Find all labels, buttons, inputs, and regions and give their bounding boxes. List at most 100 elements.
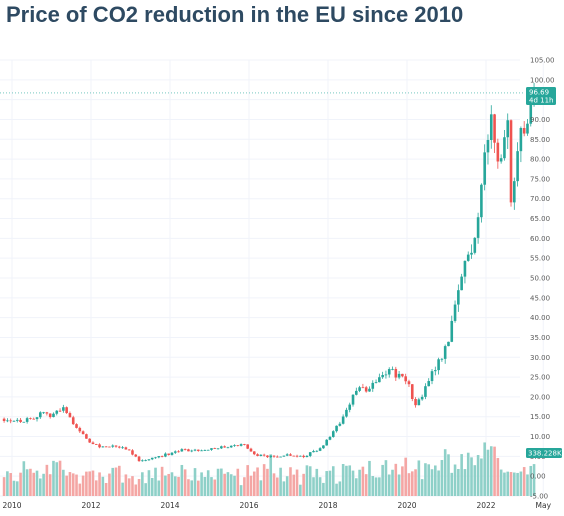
- volume-bar: [460, 454, 463, 496]
- x-tick-label: 2012: [81, 501, 100, 510]
- x-tick-label: 2016: [239, 501, 258, 510]
- volume-bar: [361, 466, 365, 496]
- volume-bar: [187, 479, 190, 496]
- volume-bar: [180, 464, 184, 496]
- candle-body: [210, 448, 213, 450]
- last-price-tag: 96.69 4d 11h: [526, 86, 556, 105]
- volume-bar: [493, 446, 496, 496]
- volume-bar: [463, 469, 467, 496]
- x-axis: 2010 2012 2014 2016 2018 2020 2022 May: [2, 501, 551, 510]
- x-tick-label: 2022: [476, 501, 495, 510]
- volume-bar: [489, 446, 493, 496]
- candle-body: [71, 417, 75, 425]
- candle-body: [427, 381, 431, 387]
- volume-bar: [331, 466, 335, 496]
- candle-body: [315, 450, 319, 452]
- y-tick-label: 50.00: [530, 275, 550, 283]
- volume-bar: [496, 458, 500, 496]
- volume-bar: [430, 469, 434, 496]
- candle-body: [81, 431, 85, 435]
- volume-bar: [387, 474, 391, 496]
- volume-bar: [404, 457, 407, 496]
- volume-bar: [328, 470, 332, 496]
- y-axis: -5.000.005.0010.0015.0020.0025.0030.0035…: [530, 57, 555, 501]
- candle-body: [259, 454, 263, 456]
- candle-body: [157, 456, 161, 458]
- volume-bar: [407, 473, 411, 496]
- candle-body: [516, 151, 519, 182]
- volume-bar: [483, 442, 486, 496]
- volume-bar: [447, 454, 450, 496]
- candle-body: [98, 444, 101, 448]
- candle-body: [42, 412, 45, 414]
- candle-body: [506, 120, 510, 138]
- volume-bar: [68, 472, 72, 496]
- volume-bar: [466, 452, 470, 496]
- candle-body: [150, 457, 154, 460]
- candle-body: [252, 451, 256, 455]
- volume-bar: [522, 467, 526, 496]
- candle-body: [424, 386, 427, 397]
- y-tick-label: 70.00: [530, 195, 550, 203]
- volume-bar: [414, 469, 417, 496]
- candle-body: [529, 101, 533, 124]
- candle-body: [15, 419, 19, 421]
- candle-body: [335, 425, 338, 432]
- volume-bar: [19, 472, 22, 496]
- candle-body: [299, 455, 302, 457]
- volume-bar: [42, 473, 45, 496]
- candle-body: [417, 399, 421, 406]
- volume-bar: [45, 464, 49, 496]
- candle-body: [460, 276, 463, 291]
- candle-body: [443, 346, 447, 359]
- candle-body: [378, 377, 381, 383]
- volume-bar: [9, 473, 12, 496]
- candle-body: [404, 376, 407, 382]
- volume-bar: [39, 478, 42, 496]
- candle-body: [147, 459, 151, 461]
- volume-bar: [229, 474, 233, 496]
- candle-body: [177, 451, 180, 453]
- volume-bar: [480, 458, 483, 496]
- volume-bar: [289, 467, 292, 496]
- candle-body: [62, 407, 65, 411]
- volume-bar: [15, 481, 19, 496]
- candle-body: [483, 152, 486, 185]
- candle-body: [519, 128, 523, 152]
- volume-bar: [513, 472, 516, 496]
- countdown-value: 4d 11h: [529, 96, 553, 104]
- candle-body: [68, 413, 72, 418]
- volume-bar: [516, 472, 519, 496]
- volume-bar: [91, 470, 95, 496]
- volume-bar: [295, 469, 299, 496]
- candle-body: [39, 412, 42, 418]
- volume-bar: [200, 472, 203, 496]
- candle-body: [331, 431, 335, 437]
- volume-bar: [58, 460, 62, 496]
- candle-body: [223, 446, 226, 448]
- volume-bar: [223, 473, 226, 496]
- volume-bar: [526, 474, 529, 496]
- volume-bar: [183, 469, 187, 496]
- candle-body: [239, 444, 243, 446]
- candle-body: [480, 184, 483, 218]
- volume-bar: [509, 472, 513, 496]
- volume-bar: [193, 468, 197, 496]
- candle-body: [420, 396, 424, 400]
- volume-bar: [71, 473, 75, 496]
- volume-bar: [111, 467, 115, 496]
- y-tick-label: 65.00: [530, 215, 550, 223]
- candle-body: [391, 368, 394, 370]
- candle-body: [154, 457, 157, 459]
- last-price-value: 96.69: [529, 88, 549, 96]
- candle-body: [457, 290, 460, 305]
- x-tick-label: 2020: [397, 501, 416, 510]
- volume-bar: [246, 465, 249, 496]
- candle-body: [434, 370, 437, 372]
- candle-body: [430, 371, 434, 382]
- candle-body: [493, 114, 496, 143]
- volume-bar: [453, 464, 457, 496]
- candle-body: [489, 114, 493, 140]
- volume-bar: [391, 469, 394, 496]
